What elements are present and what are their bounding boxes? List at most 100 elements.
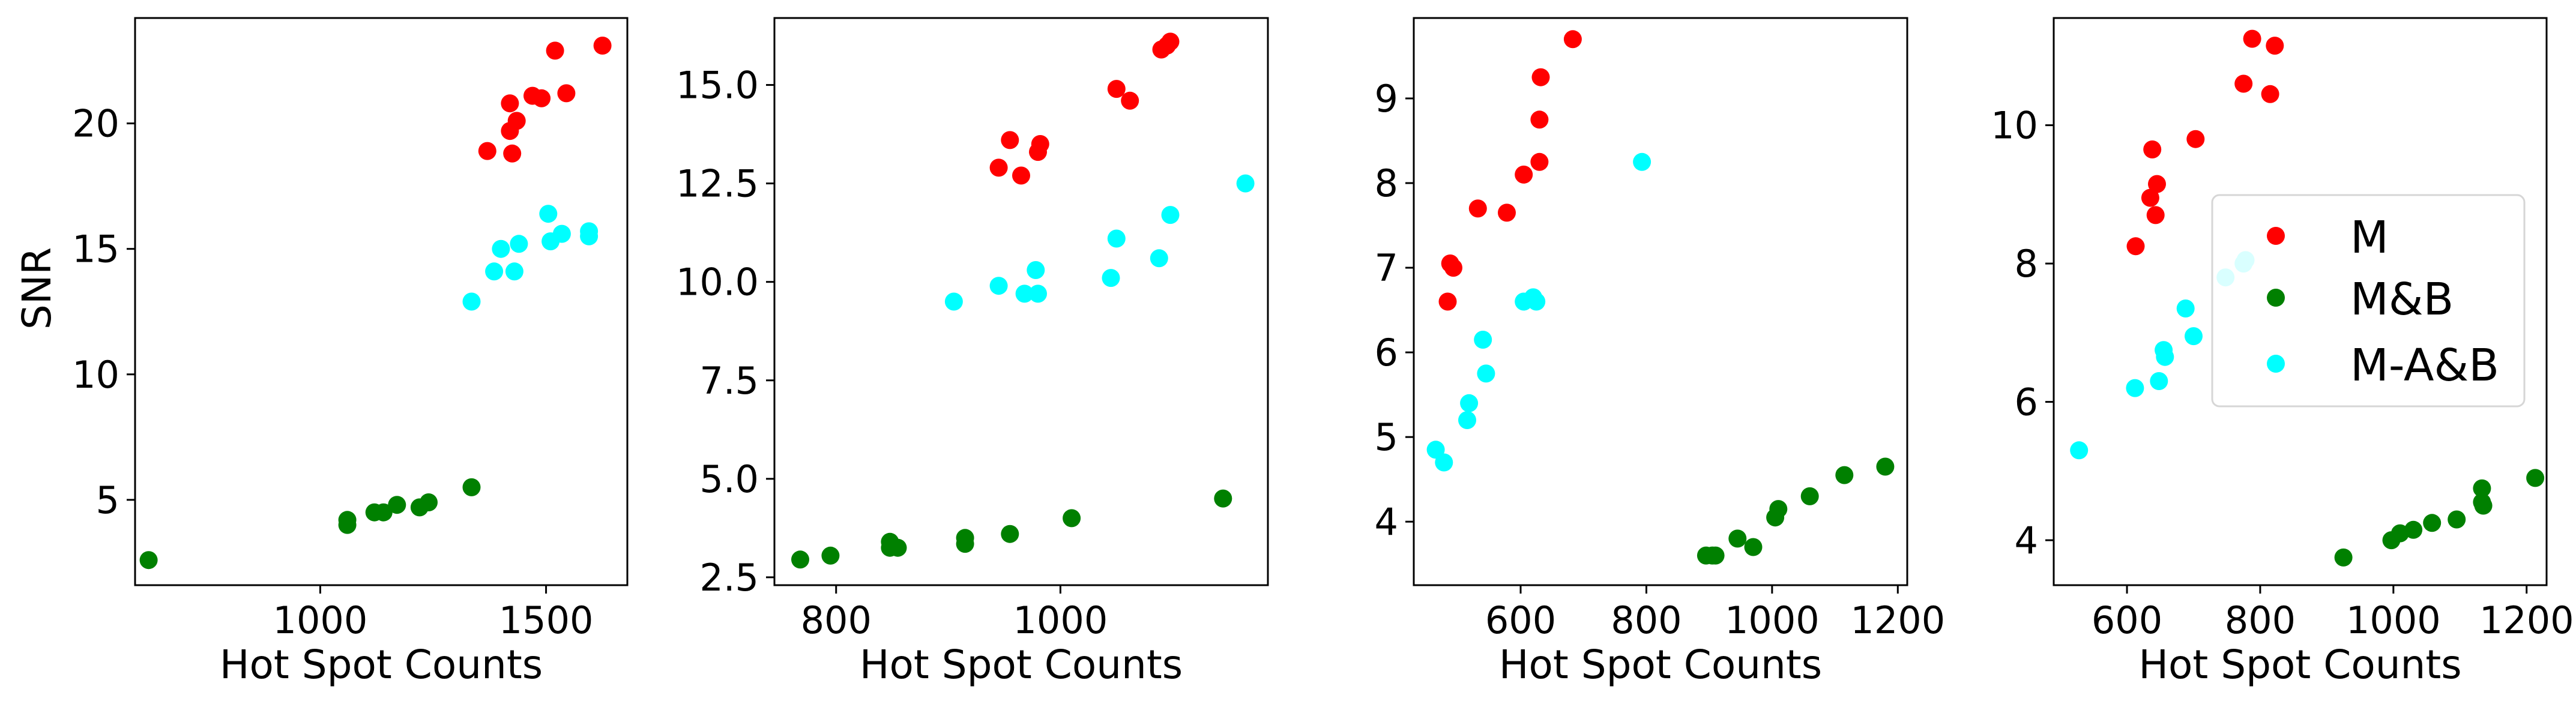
point-m-and-b-8 (1001, 525, 1019, 543)
point-m-and-b-5 (374, 503, 393, 522)
point-m-8 (546, 41, 564, 60)
y-tick-label: 10.0 (676, 260, 759, 304)
point-m-a-and-b-7 (2185, 327, 2203, 346)
point-m-8 (1530, 110, 1549, 129)
x-tick-label: 800 (2225, 598, 2296, 642)
y-tick-label: 8 (2015, 242, 2038, 286)
panel-2: 800 1000 2.5 5.0 7.5 10.0 12.5 15.0 Hot Spot Cou… (676, 17, 1269, 688)
y-tick-label: 5 (96, 478, 119, 522)
legend-marker-m-a-and-b (2267, 355, 2285, 373)
point-m-a-and-b-5 (1027, 261, 1045, 279)
x-tick-label: 1200 (1850, 598, 1945, 642)
point-m-9 (1531, 68, 1550, 86)
point-m-a-and-b-3 (492, 239, 510, 258)
point-m-a-and-b-10 (580, 227, 599, 245)
point-m-a-and-b-8 (552, 224, 571, 243)
point-m-and-b-7 (1769, 500, 1788, 519)
point-m-a-and-b-5 (510, 235, 528, 253)
point-m-9 (557, 84, 576, 103)
point-m-and-b-3 (338, 516, 357, 534)
point-m-3 (2143, 140, 2162, 158)
x-axis-label: Hot Spot Counts (1499, 642, 1822, 688)
point-m-a-and-b-3 (2150, 372, 2168, 390)
point-m-and-b-2 (821, 546, 840, 565)
point-m-7 (1530, 152, 1549, 171)
legend-frame (2211, 194, 2526, 408)
legend-marker-m-and-b (2267, 289, 2285, 307)
point-m-and-b-9 (1063, 509, 1081, 528)
point-m-4 (1468, 199, 1487, 218)
y-tick-label: 8 (1375, 161, 1398, 205)
legend-label-m-and-b: M&B (2350, 274, 2454, 325)
point-m-5 (1031, 135, 1049, 153)
panel-3: 600 800 1000 1200 4 5 6 7 8 9 Hot Spot Counts (1375, 17, 1945, 688)
point-m-5 (1498, 203, 1516, 222)
point-m-3 (1444, 259, 1462, 277)
x-tick-label: 1000 (1013, 598, 1108, 642)
y-tick-label: 6 (1375, 331, 1398, 375)
point-m-and-b-10 (2526, 469, 2545, 487)
y-axis-label: SNR (14, 247, 60, 329)
y-tick-label: 2.5 (699, 556, 759, 600)
point-m-2 (501, 94, 519, 113)
point-m-5 (503, 144, 522, 163)
point-m-a-and-b-9 (1161, 206, 1180, 224)
point-m-a-and-b-2 (1435, 453, 1453, 472)
point-m-a-and-b-1 (2070, 441, 2089, 460)
point-m-a-and-b-1 (462, 292, 481, 311)
y-tick-label: 7.5 (699, 359, 759, 403)
point-m-and-b-5 (1744, 538, 1763, 556)
y-tick-label: 12.5 (676, 162, 759, 206)
point-m-2 (1001, 131, 1019, 149)
x-tick-label: 600 (1485, 598, 1556, 642)
point-m-a-and-b-7 (1107, 229, 1126, 248)
point-m-a-and-b-2 (2126, 379, 2144, 397)
point-m-a-and-b-3 (1458, 411, 1476, 429)
y-tick-label: 5 (1375, 415, 1398, 459)
point-m-and-b-1 (791, 550, 809, 569)
point-m-and-b-8 (420, 493, 438, 511)
point-m-4 (2146, 206, 2165, 224)
point-m-a-and-b-10 (1633, 152, 1651, 171)
x-tick-label: 800 (1611, 598, 1682, 642)
x-tick-label: 600 (2092, 598, 2162, 642)
point-m-a-and-b-4 (1460, 394, 1479, 412)
legend: M M&B M-A&B (2211, 194, 2526, 408)
point-m-8 (2243, 29, 2261, 48)
legend-marker-m (2267, 227, 2285, 245)
y-tick-label: 10 (1991, 104, 2038, 148)
panel-1: 1000 1500 5 10 15 20 Hot Spot Counts SNR (14, 17, 629, 688)
point-m-and-b-8 (1800, 487, 1819, 505)
point-m-5 (2148, 175, 2166, 193)
axes-frame (2053, 17, 2548, 586)
point-m-a-and-b-4 (505, 262, 523, 281)
point-m-and-b-1 (139, 551, 158, 570)
point-m-and-b-9 (1835, 466, 1854, 484)
point-m-a-and-b-6 (1102, 269, 1120, 287)
point-m-and-b-5 (888, 538, 907, 557)
point-m-and-b-10 (1876, 457, 1895, 476)
x-tick-label: 1000 (1725, 598, 1820, 642)
point-m-and-b-10 (1214, 489, 1232, 508)
point-m-and-b-5 (2423, 514, 2442, 532)
axes-frame (773, 17, 1269, 586)
y-tick-label: 15 (72, 227, 119, 271)
x-tick-label: 1200 (2479, 598, 2574, 642)
point-m-3 (1012, 166, 1030, 185)
point-m-a-and-b-8 (1150, 249, 1168, 268)
panel-4: 600 800 1000 1200 4 6 8 10 Hot Spot Counts M M&B M-… (1991, 17, 2574, 688)
y-tick-label: 6 (2015, 381, 2038, 424)
point-m-1 (989, 158, 1008, 177)
point-m-10 (1161, 32, 1180, 51)
axes-frame (134, 17, 629, 586)
point-m-a-and-b-2 (485, 262, 504, 281)
point-m-and-b-9 (462, 478, 481, 496)
point-m-and-b-3 (1706, 546, 1725, 565)
point-m-and-b-4 (1728, 529, 1747, 548)
point-m-1 (1438, 292, 1457, 311)
point-m-a-and-b-5 (1474, 331, 1492, 349)
point-m-10 (2266, 37, 2284, 55)
point-m-and-b-1 (2334, 548, 2353, 567)
point-m-a-and-b-4 (1029, 284, 1047, 303)
